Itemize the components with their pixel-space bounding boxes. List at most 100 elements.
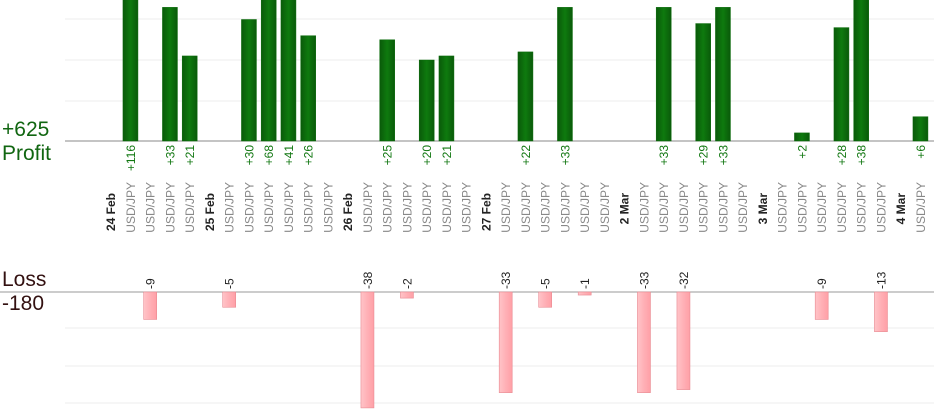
profit-summary: +625 Profit xyxy=(2,118,51,166)
profit-value-label: +33 xyxy=(163,145,177,166)
profit-bar xyxy=(241,19,257,142)
profit-bar xyxy=(794,132,810,142)
profit-value-label: +33 xyxy=(558,145,572,166)
loss-bar xyxy=(814,291,829,320)
loss-bar xyxy=(637,291,651,393)
date-label: 3 Mar xyxy=(756,193,770,225)
profit-bars: +116 +33 +21 +30 +68 +41 +26 +25 +20 +21 +22 +33 +33… xyxy=(122,0,929,171)
pair-label: USD/JPY xyxy=(815,182,829,233)
pair-label: USD/JPY xyxy=(381,182,395,233)
loss-bar xyxy=(577,291,592,296)
pair-label: USD/JPY xyxy=(776,182,790,233)
profit-bar xyxy=(181,55,198,142)
loss-value-label: -9 xyxy=(144,278,158,289)
profit-value-label: +33 xyxy=(716,145,730,166)
loss-bar xyxy=(222,291,236,308)
profit-value-label: +33 xyxy=(657,145,671,166)
profit-bar xyxy=(300,35,316,142)
loss-value-label: -33 xyxy=(637,271,651,289)
profit-value-label: +21 xyxy=(183,145,197,166)
pair-label: USD/JPY xyxy=(282,182,296,233)
loss-bars: -9 -5 -38 -2 -33 -5 -1 -33 -32 -9 -13 xyxy=(143,271,888,409)
profit-value-label: +116 xyxy=(124,145,138,171)
profit-bar xyxy=(912,116,929,142)
profit-label: Profit xyxy=(2,142,52,165)
pair-label: USD/JPY xyxy=(697,182,711,233)
profit-bar xyxy=(122,0,139,142)
loss-bar xyxy=(538,291,553,308)
pair-label: USD/JPY xyxy=(795,182,809,233)
loss-value-label: -33 xyxy=(499,271,513,289)
profit-bar xyxy=(853,0,869,142)
date-label: 26 Feb xyxy=(341,193,355,231)
pair-label: USD/JPY xyxy=(874,182,888,233)
profit-bar xyxy=(280,0,297,142)
pair-label: USD/JPY xyxy=(736,182,750,233)
date-label: 27 Feb xyxy=(479,193,493,231)
profit-value-label: +28 xyxy=(835,145,849,166)
pair-label: USD/JPY xyxy=(400,182,414,233)
profit-total: +625 xyxy=(2,118,50,141)
pair-label: USD/JPY xyxy=(855,182,869,233)
date-label: 24 Feb xyxy=(104,193,118,231)
pair-label: USD/JPY xyxy=(637,182,651,233)
profit-value-label: +25 xyxy=(381,145,395,166)
profit-value-label: +20 xyxy=(420,145,434,166)
profit-value-label: +2 xyxy=(795,145,809,159)
pair-label: USD/JPY xyxy=(499,182,513,233)
pair-label: USD/JPY xyxy=(677,182,691,233)
pair-label: USD/JPY xyxy=(598,182,612,233)
pair-label: USD/JPY xyxy=(302,182,316,233)
loss-value-label: -38 xyxy=(361,271,375,289)
pair-label: USD/JPY xyxy=(657,182,671,233)
loss-bar xyxy=(874,291,888,332)
pair-label: USD/JPY xyxy=(716,182,730,233)
profit-value-label: +41 xyxy=(282,145,296,166)
pair-label: USD/JPY xyxy=(539,182,553,233)
profit-bar xyxy=(833,27,850,142)
loss-value-label: -5 xyxy=(223,278,237,289)
profit-bar xyxy=(418,59,435,142)
profit-value-label: +38 xyxy=(855,145,869,166)
profit-value-label: +26 xyxy=(302,145,316,166)
pair-label: USD/JPY xyxy=(460,182,474,233)
date-label: 4 Mar xyxy=(894,193,908,225)
profit-value-label: +22 xyxy=(519,145,533,166)
profit-bar xyxy=(557,7,573,142)
pair-label: USD/JPY xyxy=(835,182,849,233)
loss-summary: Loss -180 xyxy=(2,268,46,316)
profit-bar xyxy=(517,51,534,142)
profit-bar xyxy=(715,7,731,142)
pair-label: USD/JPY xyxy=(914,182,928,233)
pair-label: USD/JPY xyxy=(262,182,276,233)
profit-value-label: +68 xyxy=(262,145,276,166)
pair-label: USD/JPY xyxy=(183,182,197,233)
pair-label: USD/JPY xyxy=(242,182,256,233)
loss-total: -180 xyxy=(2,292,45,315)
pair-label: USD/JPY xyxy=(223,182,237,233)
pair-label: USD/JPY xyxy=(558,182,572,233)
pair-label: USD/JPY xyxy=(420,182,434,233)
loss-bar xyxy=(143,291,157,320)
pair-label: USD/JPY xyxy=(519,182,533,233)
loss-value-label: -2 xyxy=(400,278,414,289)
x-axis-labels: 24 Feb USD/JPY USD/JPY USD/JPY USD/JPY 25 Feb… xyxy=(104,182,928,233)
date-label: 2 Mar xyxy=(618,193,632,225)
profit-bar xyxy=(379,39,395,142)
profit-value-label: +29 xyxy=(697,145,711,166)
loss-bar xyxy=(400,291,414,299)
loss-value-label: -32 xyxy=(677,271,691,289)
loss-bar xyxy=(498,291,513,393)
loss-label: Loss xyxy=(2,268,47,291)
pair-label: USD/JPY xyxy=(321,182,335,233)
profit-value-label: +21 xyxy=(440,145,454,166)
date-label: 25 Feb xyxy=(203,193,217,231)
pair-label: USD/JPY xyxy=(163,182,177,233)
loss-value-label: -9 xyxy=(815,278,829,289)
profit-value-label: +30 xyxy=(242,145,256,166)
pair-label: USD/JPY xyxy=(124,182,138,233)
loss-bar xyxy=(676,291,691,390)
profit-bar xyxy=(695,23,711,142)
profit-bar xyxy=(162,7,178,142)
